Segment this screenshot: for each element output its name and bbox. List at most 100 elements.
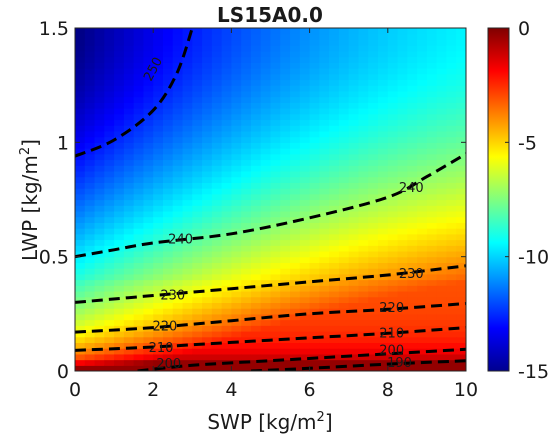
heatmap-cell <box>143 170 154 178</box>
heatmap-cell <box>84 228 96 235</box>
heatmap-cell <box>104 170 115 178</box>
heatmap-cell <box>241 296 252 303</box>
heatmap-cell <box>270 68 281 75</box>
heatmap-cell <box>426 319 438 326</box>
heatmap-cell <box>123 239 135 246</box>
heatmap-cell <box>202 96 213 103</box>
heatmap-cell <box>143 159 154 166</box>
heatmap-cell <box>260 233 272 241</box>
heatmap-cell <box>417 193 428 201</box>
heatmap-cell <box>211 290 223 298</box>
heatmap-cell <box>241 79 252 86</box>
heatmap-cell <box>358 45 369 52</box>
heatmap-cell <box>338 228 350 235</box>
heatmap-cell <box>211 302 223 309</box>
heatmap-cell <box>202 239 213 246</box>
heatmap-cell <box>456 125 466 132</box>
heatmap-cell <box>153 302 164 309</box>
heatmap-cell <box>153 159 164 166</box>
heatmap-cell <box>162 108 174 115</box>
heatmap-cell <box>231 62 242 69</box>
heatmap-cell <box>378 182 389 189</box>
heatmap-cell <box>280 90 291 98</box>
heatmap-cell <box>378 228 389 235</box>
heatmap-cell <box>162 188 174 195</box>
heatmap-cell <box>417 108 428 115</box>
heatmap-cell <box>436 119 448 126</box>
heatmap-cell <box>153 313 164 321</box>
heatmap-cell <box>426 353 438 361</box>
heatmap-cell <box>387 193 399 201</box>
heatmap-cell <box>280 56 291 63</box>
heatmap-cell <box>221 136 233 143</box>
heatmap-cell <box>104 205 115 212</box>
heatmap-cell <box>84 102 96 109</box>
heatmap-cell <box>202 142 213 149</box>
heatmap-cell <box>162 159 174 166</box>
heatmap-cell <box>436 182 448 189</box>
heatmap-cell <box>182 325 193 332</box>
heatmap-cell <box>319 153 330 161</box>
heatmap-cell <box>319 325 330 332</box>
heatmap-cell <box>299 222 311 229</box>
heatmap-cell <box>260 50 272 58</box>
heatmap-cell <box>456 56 466 63</box>
heatmap-cell <box>329 170 340 178</box>
heatmap-cell <box>231 342 242 349</box>
heatmap-cell <box>231 130 242 138</box>
heatmap-cell <box>368 199 379 206</box>
y-tick-label: 1.5 <box>39 18 69 40</box>
y-tick-label: 1 <box>57 132 69 154</box>
heatmap-cell <box>407 170 418 178</box>
heatmap-cell <box>378 130 389 138</box>
heatmap-cell <box>241 256 252 263</box>
heatmap-cell <box>172 79 184 86</box>
heatmap-cell <box>182 359 193 366</box>
heatmap-cell <box>299 79 311 86</box>
heatmap-cell <box>143 79 154 86</box>
heatmap-cell <box>231 268 242 275</box>
heatmap-cell <box>280 148 291 155</box>
heatmap-cell <box>162 319 174 326</box>
heatmap-cell <box>358 268 369 275</box>
heatmap-cell <box>162 325 174 332</box>
heatmap-cell <box>231 113 242 121</box>
heatmap-cell <box>202 33 213 41</box>
heatmap-cell <box>407 250 418 258</box>
heatmap-cell <box>172 348 184 355</box>
heatmap-cell <box>270 319 281 326</box>
heatmap-cell <box>75 273 86 281</box>
heatmap-cell <box>417 279 428 286</box>
heatmap-cell <box>241 119 252 126</box>
heatmap-cell <box>114 285 125 292</box>
heatmap-cell <box>84 336 96 344</box>
heatmap-cell <box>426 216 438 223</box>
heatmap-cell <box>123 228 135 235</box>
heatmap-cell <box>319 279 330 286</box>
heatmap-cell <box>426 325 438 332</box>
heatmap-cell <box>104 73 115 81</box>
heatmap-cell <box>84 342 96 349</box>
heatmap-cell <box>182 302 193 309</box>
heatmap-cell <box>309 142 320 149</box>
heatmap-cell <box>123 108 135 115</box>
heatmap-cell <box>417 325 428 332</box>
heatmap-cell <box>192 148 203 155</box>
heatmap-cell <box>123 330 135 338</box>
heatmap-cell <box>290 119 301 126</box>
heatmap-cell <box>221 222 233 229</box>
heatmap-cell <box>231 319 242 326</box>
heatmap-cell <box>123 250 135 258</box>
heatmap-cell <box>407 342 418 349</box>
heatmap-cell <box>378 73 389 81</box>
heatmap-cell <box>397 193 408 201</box>
heatmap-cell <box>241 348 252 355</box>
heatmap-cell <box>319 285 330 292</box>
heatmap-cell <box>123 279 135 286</box>
heatmap-cell <box>397 56 408 63</box>
heatmap-cell <box>231 170 242 178</box>
heatmap-cell <box>456 245 466 252</box>
heatmap-cell <box>446 245 457 252</box>
heatmap-cell <box>182 233 193 241</box>
heatmap-cell <box>133 33 145 41</box>
